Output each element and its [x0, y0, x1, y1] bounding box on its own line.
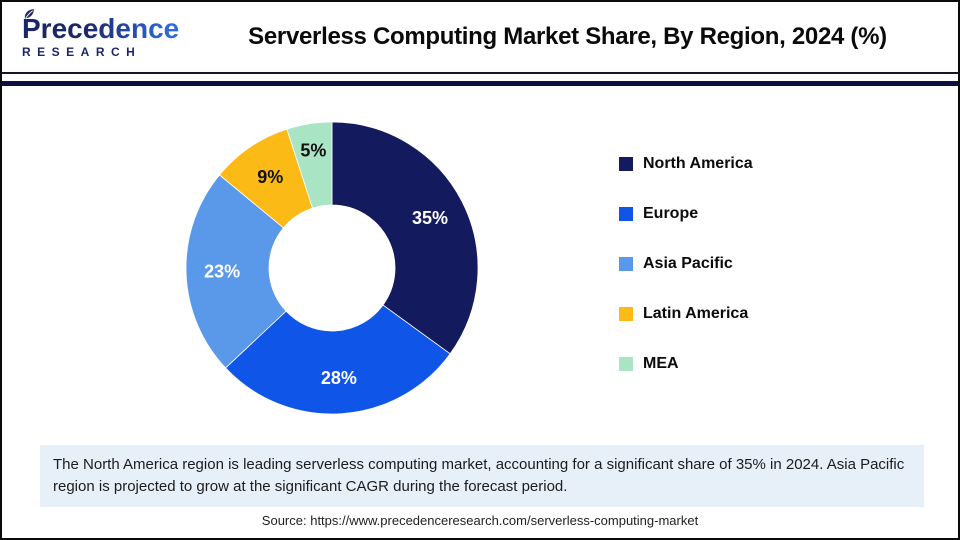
legend-swatch-mea — [619, 357, 633, 371]
donut-value-label-europe: 28% — [321, 368, 357, 388]
note-box: The North America region is leading serv… — [40, 445, 924, 508]
donut-svg: 35% 28% 23% 9% 5% — [185, 121, 479, 415]
donut-value-label-latin-america: 9% — [257, 167, 283, 187]
header: Precedence RESEARCH Serverless Computing… — [2, 2, 958, 74]
legend-item-europe: Europe — [619, 204, 753, 224]
legend-swatch-asia-pacific — [619, 257, 633, 271]
donut-slice-europe — [225, 304, 451, 415]
legend-swatch-north-america — [619, 157, 633, 171]
header-divider — [2, 81, 958, 86]
legend-label-europe: Europe — [643, 205, 699, 222]
logo-subtitle: RESEARCH — [22, 45, 197, 59]
legend: North America Europe Asia Pacific Latin Ame… — [619, 154, 753, 404]
note-text: The North America region is leading serv… — [53, 456, 905, 496]
donut-slice-asia-pacific — [185, 174, 287, 369]
donut-slice-mea — [286, 121, 333, 209]
donut-value-label-asia-pacific: 23% — [204, 262, 240, 282]
source-text: Source: https://www.precedenceresearch.c… — [261, 513, 699, 528]
legend-item-north-america: North America — [619, 154, 753, 174]
legend-swatch-latin-america — [619, 307, 633, 321]
legend-label-mea: MEA — [643, 355, 679, 372]
legend-label-latin-america: Latin America — [643, 305, 749, 322]
chart-area: 35% 28% 23% 9% 5% North America Europe Asia Pa… — [2, 86, 958, 441]
logo-wordmark: Precedence — [22, 15, 197, 43]
donut-slice-north-america — [331, 121, 479, 355]
legend-label-north-america: North America — [643, 155, 753, 172]
precedence-logo: Precedence RESEARCH — [2, 9, 197, 59]
donut-value-label-mea: 5% — [300, 141, 326, 161]
donut-value-label-north-america: 35% — [412, 208, 448, 228]
legend-item-asia-pacific: Asia Pacific — [619, 254, 753, 274]
legend-swatch-europe — [619, 207, 633, 221]
legend-item-latin-america: Latin America — [619, 304, 753, 324]
legend-item-mea: MEA — [619, 354, 753, 374]
donut-chart: 35% 28% 23% 9% 5% — [182, 118, 482, 418]
legend-label-asia-pacific: Asia Pacific — [643, 255, 733, 272]
page-title: Serverless Computing Market Share, By Re… — [248, 23, 887, 50]
